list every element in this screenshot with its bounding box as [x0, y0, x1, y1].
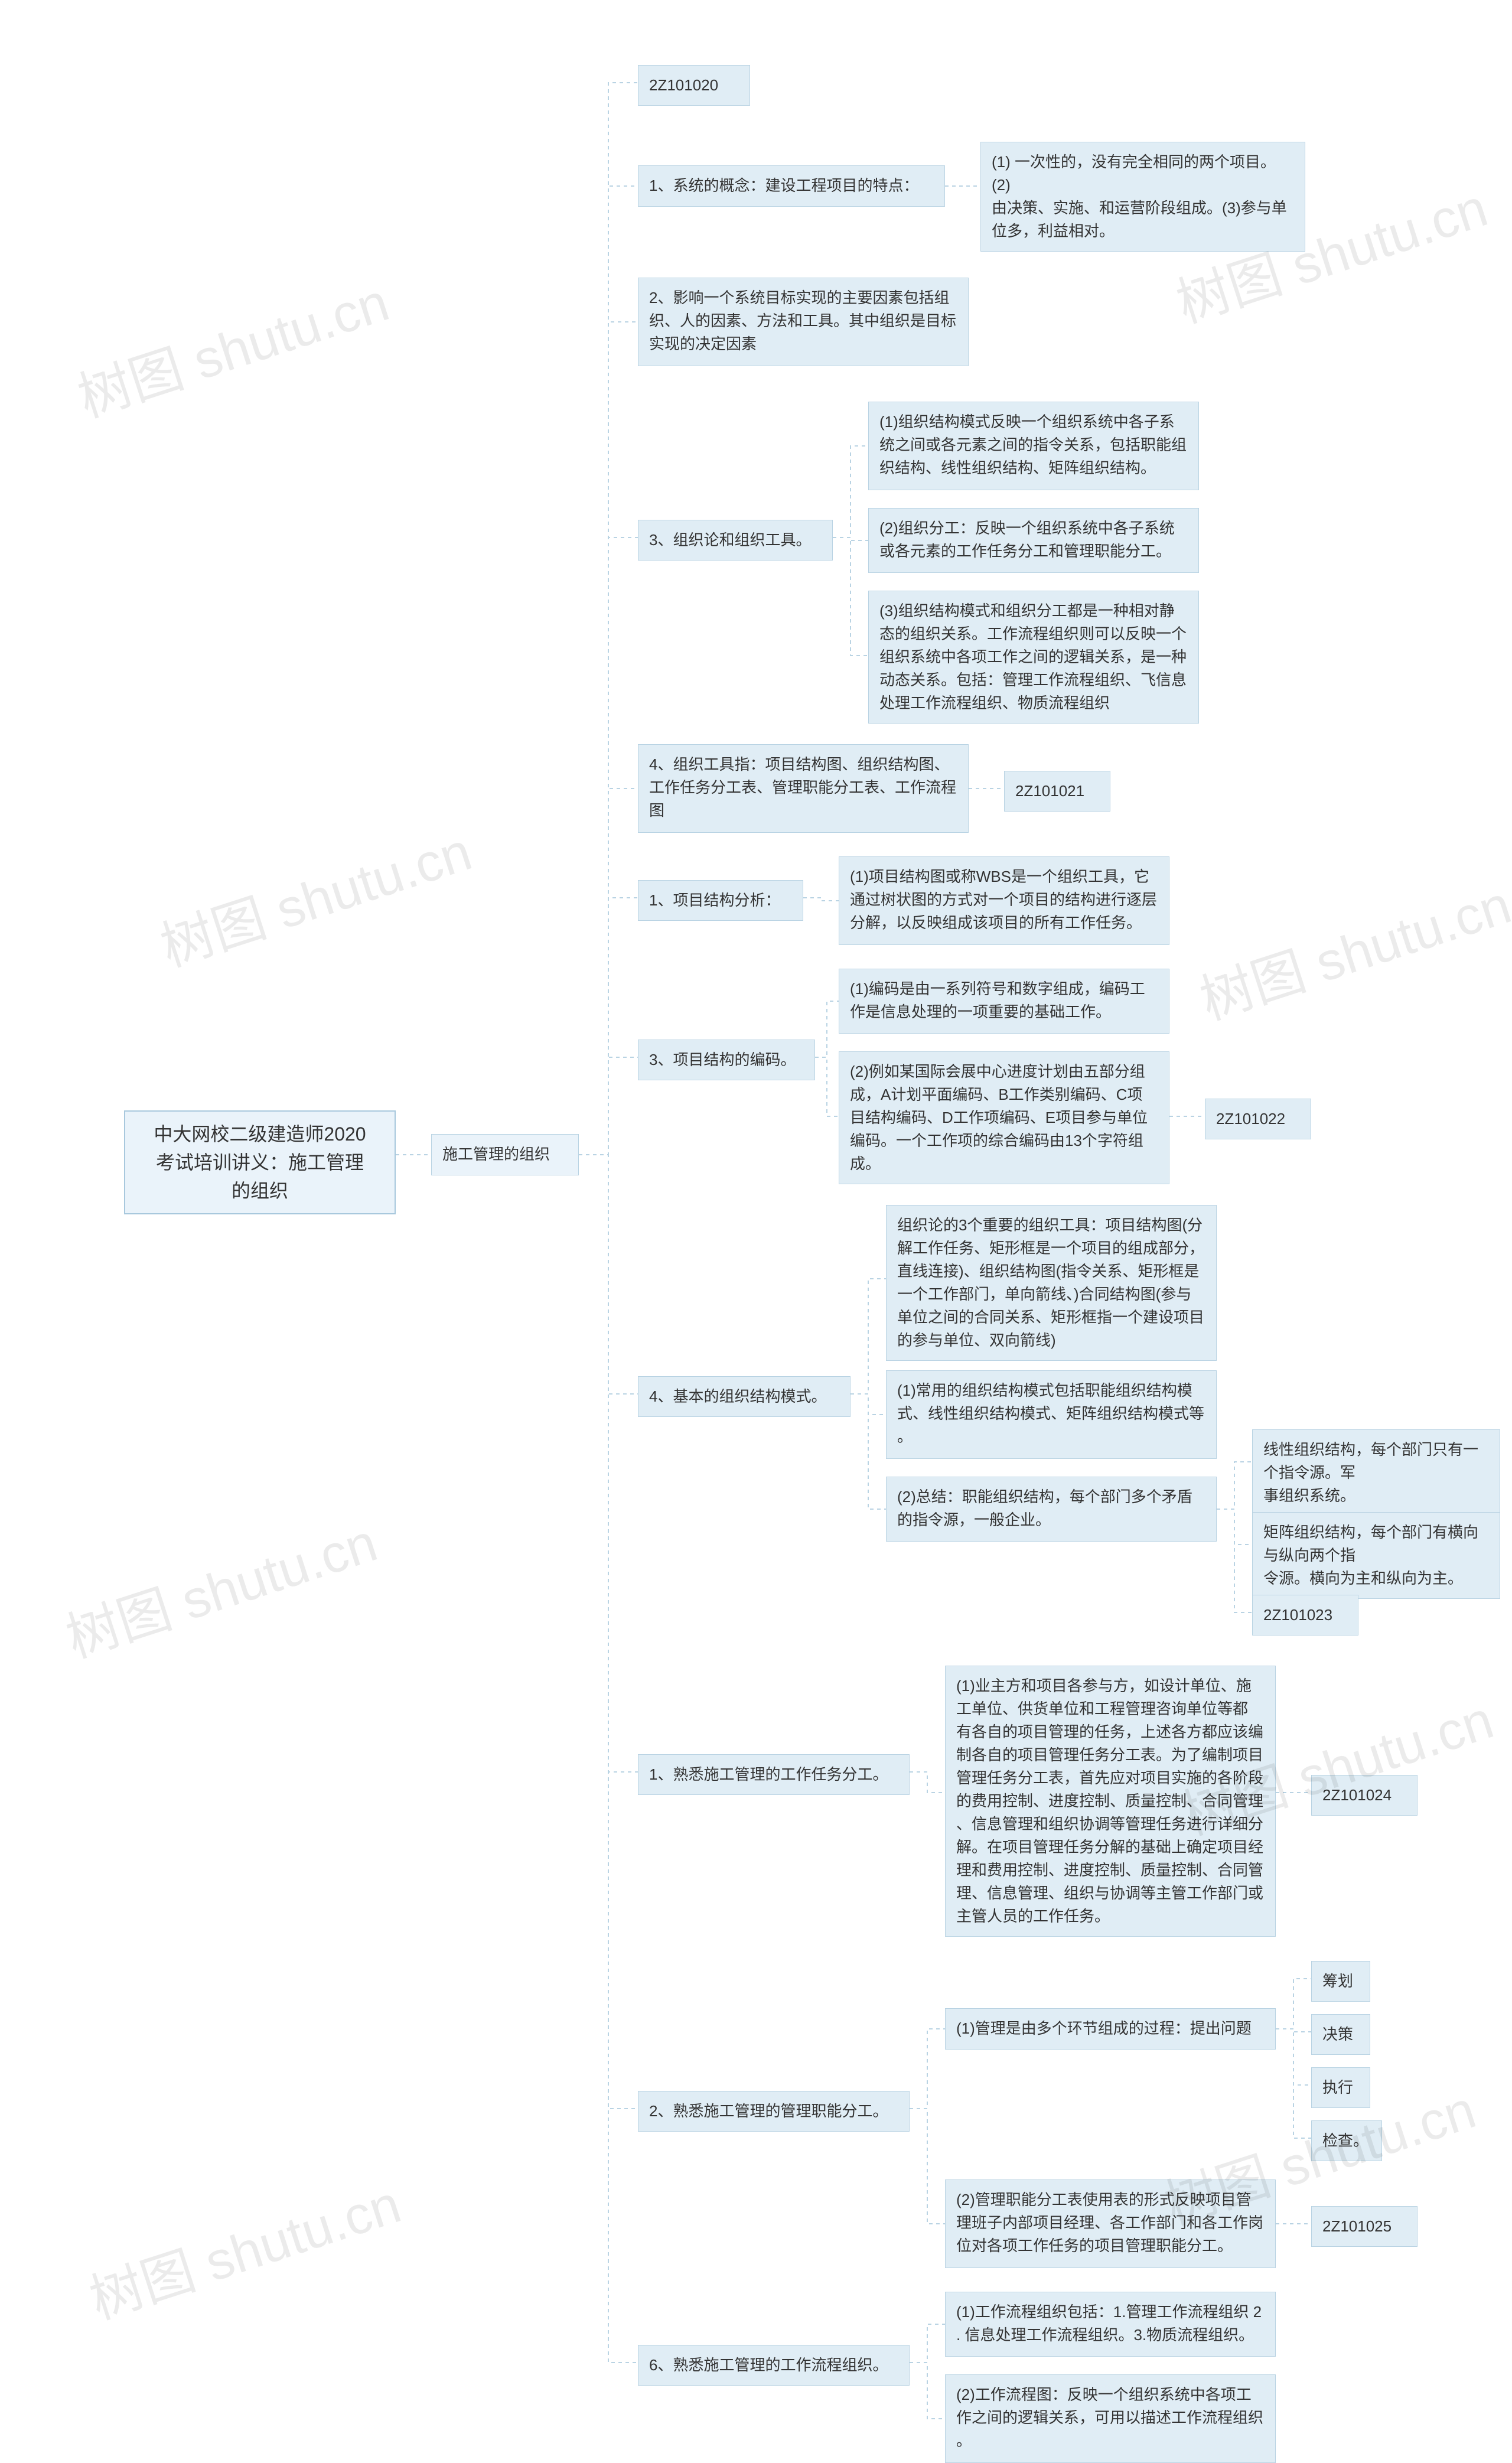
edge — [833, 537, 868, 540]
mindmap-canvas: 中大网校二级建造师2020 考试培训讲义：施工管理 的组织 施工管理的组织 2Z… — [0, 0, 1512, 2430]
edge — [579, 1155, 638, 2109]
mindmap-node: 3、组织论和组织工具。 — [638, 520, 833, 561]
mindmap-node: 1、熟悉施工管理的工作任务分工。 — [638, 1754, 910, 1795]
mindmap-node: (1)项目结构图或称WBS是一个组织工具，它 通过树状图的方式对一个项目的结构进… — [839, 856, 1169, 945]
edge — [1276, 2029, 1311, 2138]
mindmap-node: 1、项目结构分析： — [638, 880, 803, 921]
edge — [579, 1155, 638, 2363]
mindmap-node: (2)工作流程图：反映一个组织系统中各项工 作之间的逻辑关系，可用以描述工作流程… — [945, 2374, 1276, 2463]
edge — [815, 1057, 839, 1116]
edge — [1276, 1979, 1311, 2029]
mindmap-node: (2)组织分工：反映一个组织系统中各子系统 或各元素的工作任务分工和管理职能分工… — [868, 508, 1199, 573]
mindmap-node: (1)业主方和项目各参与方，如设计单位、施 工单位、供货单位和工程管理咨询单位等… — [945, 1666, 1276, 1937]
edge — [579, 898, 638, 1155]
mindmap-node: (1)组织结构模式反映一个组织系统中各子系 统之间或各元素之间的指令关系，包括职… — [868, 402, 1199, 490]
edge — [833, 446, 868, 537]
mindmap-node: (2)管理职能分工表使用表的形式反映项目管 理班子内部项目经理、各工作部门和各工… — [945, 2179, 1276, 2268]
edge — [910, 2363, 945, 2419]
edge — [579, 186, 638, 1155]
mindmap-node: 2Z101024 — [1311, 1775, 1418, 1816]
edge — [1276, 2029, 1311, 2032]
mindmap-node: 2Z101025 — [1311, 2206, 1418, 2247]
mindmap-node: 检查。 — [1311, 2120, 1382, 2161]
edge — [1217, 1509, 1252, 1545]
root-node: 中大网校二级建造师2020 考试培训讲义：施工管理 的组织 — [124, 1110, 396, 1214]
mindmap-node: 3、项目结构的编码。 — [638, 1040, 815, 1080]
watermark: 树图 shutu.cn — [79, 2161, 409, 2334]
edge — [579, 1155, 638, 1772]
mindmap-node: 筹划 — [1311, 1961, 1370, 2002]
mindmap-node: 组织论的3个重要的组织工具：项目结构图(分 解工作任务、矩形框是一个项目的组成部… — [886, 1205, 1217, 1361]
mindmap-node: (3)组织结构模式和组织分工都是一种相对静 态的组织关系。工作流程组织则可以反映… — [868, 591, 1199, 724]
mindmap-node: 矩阵组织结构，每个部门有横向与纵向两个指 令源。横向为主和纵向为主。 — [1252, 1512, 1500, 1599]
edge — [579, 83, 638, 1155]
mindmap-node: (1)编码是由一系列符号和数字组成，编码工 作是信息处理的一项重要的基础工作。 — [839, 969, 1169, 1034]
mindmap-node: 执行 — [1311, 2067, 1370, 2108]
mindmap-node: 线性组织结构，每个部门只有一个指令源。军 事组织系统。 — [1252, 1429, 1500, 1516]
mindmap-node: (1)管理是由多个环节组成的过程：提出问题 — [945, 2008, 1276, 2050]
mindmap-node: 2Z101020 — [638, 65, 750, 106]
edge — [579, 789, 638, 1155]
mindmap-node: 2Z101021 — [1004, 771, 1110, 812]
edge — [850, 1394, 886, 1415]
edge — [910, 1772, 945, 1793]
edge — [910, 2109, 945, 2224]
mindmap-node: 2、熟悉施工管理的管理职能分工。 — [638, 2091, 910, 2132]
mindmap-node: 6、熟悉施工管理的工作流程组织。 — [638, 2345, 910, 2386]
mindmap-node: 决策 — [1311, 2014, 1370, 2055]
edge — [910, 2029, 945, 2109]
mindmap-node: 4、组织工具指：项目结构图、组织结构图、 工作任务分工表、管理职能分工表、工作流… — [638, 744, 969, 833]
edge — [579, 537, 638, 1155]
edge — [579, 1155, 638, 1394]
edge — [850, 1394, 886, 1509]
mindmap-node: (2)总结：职能组织结构，每个部门多个矛盾 的指令源，一般企业。 — [886, 1477, 1217, 1542]
mindmap-node: (1)工作流程组织包括：1.管理工作流程组织 2 . 信息处理工作流程组织。3.… — [945, 2292, 1276, 2357]
edge — [815, 1001, 839, 1057]
mindmap-node: (2)例如某国际会展中心进度计划由五部分组 成，A计划平面编码、B工作类别编码、… — [839, 1051, 1169, 1184]
mindmap-node: 2、影响一个系统目标实现的主要因素包括组 织、人的因素、方法和工具。其中组织是目… — [638, 278, 969, 366]
mindmap-node: 2Z101023 — [1252, 1595, 1358, 1636]
edge — [833, 537, 868, 656]
level1-node: 施工管理的组织 — [431, 1134, 579, 1175]
edge — [1276, 2029, 1311, 2085]
mindmap-node: 2Z101022 — [1205, 1099, 1311, 1139]
watermark: 树图 shutu.cn — [67, 259, 397, 432]
mindmap-node: (1)常用的组织结构模式包括职能组织结构模 式、线性组织结构模式、矩阵组织结构模… — [886, 1370, 1217, 1459]
edge — [850, 1279, 886, 1394]
edge — [910, 2324, 945, 2363]
edge — [579, 322, 638, 1155]
watermark: 树图 shutu.cn — [149, 809, 480, 981]
edge — [1217, 1509, 1252, 1612]
edge — [803, 898, 839, 901]
mindmap-node: 4、基本的组织结构模式。 — [638, 1376, 850, 1417]
watermark: 树图 shutu.cn — [55, 1500, 385, 1672]
mindmap-node: (1) 一次性的，没有完全相同的两个项目。(2) 由决策、实施、和运营阶段组成。… — [980, 142, 1305, 252]
mindmap-node: 1、系统的概念：建设工程项目的特点： — [638, 165, 945, 207]
edge — [579, 1057, 638, 1155]
edge — [1217, 1462, 1252, 1509]
watermark: 树图 shutu.cn — [1189, 862, 1512, 1034]
